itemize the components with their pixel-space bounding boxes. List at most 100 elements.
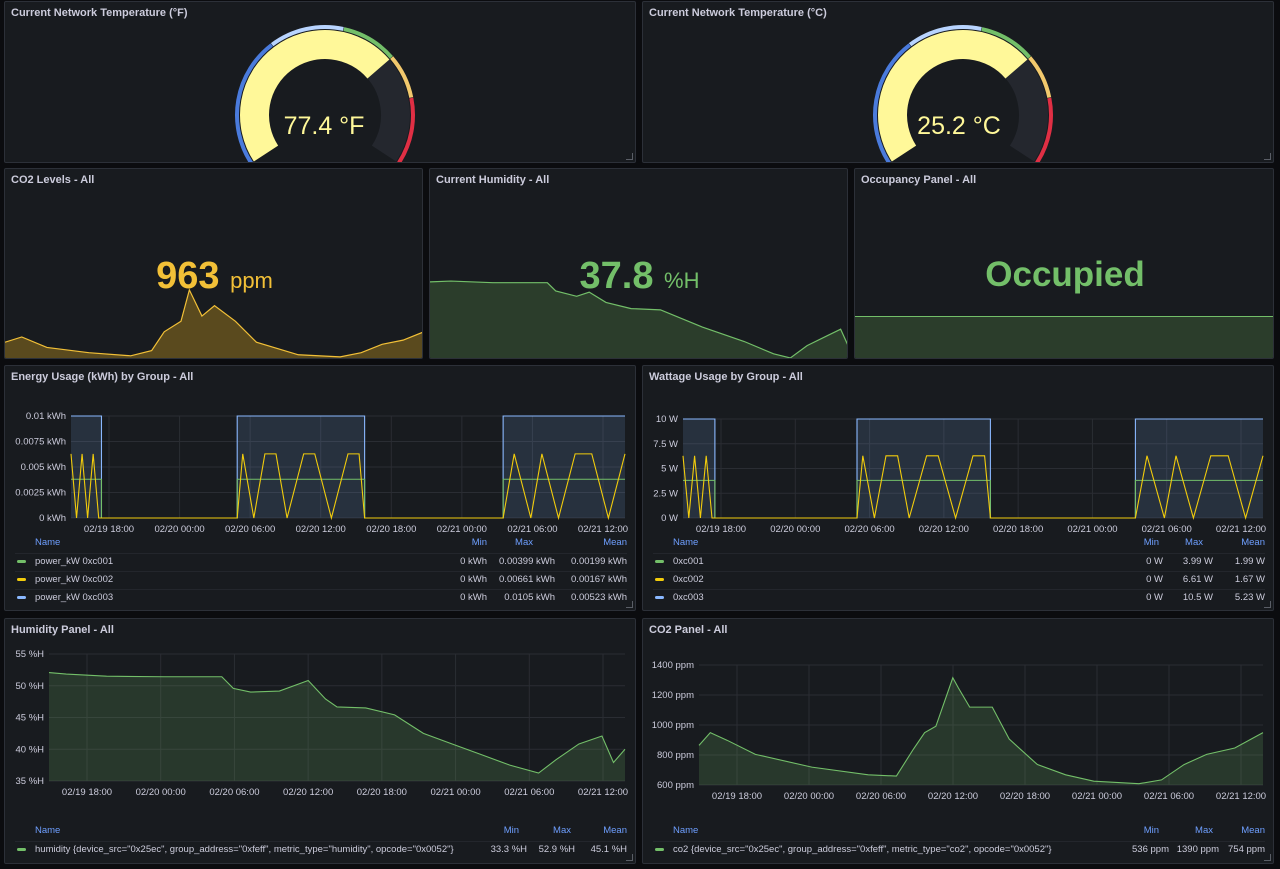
- legend-mean: 0.00167 kWh: [571, 574, 627, 585]
- legend-row[interactable]: 0xc003 0 W 10.5 W 5.23 W: [653, 589, 1265, 603]
- legend-row[interactable]: co2 {device_src="0x25ec", group_address=…: [653, 841, 1265, 855]
- legend-name: 0xc001: [673, 556, 704, 567]
- legend-min: 0 W: [1146, 592, 1163, 603]
- resize-handle[interactable]: [1264, 601, 1271, 608]
- co2-chart: 1400 ppm 1200 ppm 1000 ppm 800 ppm 600 ppm 02…: [652, 660, 1266, 802]
- legend-max: 10.5 W: [1182, 592, 1213, 603]
- legend-row[interactable]: power_kW 0xc001 0 kWh 0.00399 kWh 0.0019…: [15, 553, 627, 567]
- y-tick-label: 1400 ppm: [652, 660, 694, 671]
- gauge-threshold-band: [270, 25, 344, 47]
- series-line: [48, 671, 626, 774]
- legend-min: 0 kWh: [460, 574, 487, 585]
- x-tick-label: 02/20 12:00: [296, 524, 346, 535]
- x-tick-label: 02/19 18:00: [712, 791, 762, 802]
- energy-panel[interactable]: Energy Usage (kWh) by Group - All 0.01 k…: [4, 365, 636, 611]
- legend-row[interactable]: 0xc002 0 W 6.61 W 1.67 W: [653, 571, 1265, 585]
- co2-stat-panel[interactable]: CO2 Levels - All 963 ppm: [4, 168, 423, 359]
- x-tick-label: 02/20 06:00: [856, 791, 906, 802]
- legend-min: 0 W: [1146, 574, 1163, 585]
- series-line: [683, 418, 1263, 519]
- energy-chart: 0.01 kWh 0.0075 kWh 0.005 kWh 0.0025 kWh 0 k…: [15, 411, 628, 535]
- gauge-c: [873, 25, 1053, 162]
- legend-min: 33.3 %H: [490, 844, 527, 855]
- x-tick-label: 02/20 18:00: [357, 787, 407, 798]
- temp-f-panel[interactable]: Current Network Temperature (°F) 77.4 °F: [4, 1, 636, 163]
- gauge-threshold-band: [873, 43, 911, 162]
- y-tick-label: 45 %H: [15, 713, 44, 724]
- wattage-panel[interactable]: Wattage Usage by Group - All 10 W 7.5 W 5 …: [642, 365, 1274, 611]
- legend-mean: 1.67 W: [1234, 574, 1265, 585]
- legend-name: 0xc002: [673, 574, 704, 585]
- co2-panel[interactable]: CO2 Panel - All 1400 ppm 1200 ppm 1000 ppm…: [642, 618, 1274, 864]
- gauge-threshold-band: [981, 27, 1031, 59]
- panel-title: Current Network Temperature (°F): [11, 7, 188, 19]
- series-area: [71, 416, 625, 518]
- x-tick-label: 02/20 18:00: [993, 524, 1043, 535]
- humidity-stat-panel[interactable]: Current Humidity - All 37.8 %H: [429, 168, 848, 359]
- stat-unit: ppm: [230, 268, 273, 293]
- legend-header: Name Min Max Mean: [15, 537, 627, 551]
- gauge-threshold-band: [1028, 56, 1052, 98]
- x-tick-label: 02/20 00:00: [784, 791, 834, 802]
- y-tick-label: 5 W: [661, 464, 678, 475]
- legend-row[interactable]: power_kW 0xc002 0 kWh 0.00661 kWh 0.0016…: [15, 571, 627, 585]
- x-tick-label: 02/21 12:00: [1216, 791, 1266, 802]
- panel-title: CO2 Levels - All: [11, 174, 95, 186]
- legend-swatch: [17, 560, 26, 563]
- series-line: [682, 455, 1264, 521]
- resize-handle[interactable]: [1264, 854, 1271, 861]
- legend-row[interactable]: power_kW 0xc003 0 kWh 0.0105 kWh 0.00523…: [15, 589, 627, 603]
- y-tick-label: 0.0075 kWh: [15, 437, 66, 448]
- resize-handle[interactable]: [626, 854, 633, 861]
- y-tick-label: 10 W: [656, 414, 678, 425]
- x-tick-label: 02/19 18:00: [62, 787, 112, 798]
- resize-handle[interactable]: [626, 601, 633, 608]
- temp-c-panel[interactable]: Current Network Temperature (°C) 25.2 °C: [642, 1, 1274, 163]
- legend-max: 52.9 %H: [538, 844, 575, 855]
- gauge-threshold-band: [390, 56, 414, 98]
- legend-name: 0xc003: [673, 592, 704, 603]
- legend-header-name: Name: [673, 825, 699, 836]
- x-tick-label: 02/21 06:00: [507, 524, 557, 535]
- x-tick-label: 02/20 06:00: [209, 787, 259, 798]
- legend-min: 0 kWh: [460, 592, 487, 603]
- resize-handle[interactable]: [1264, 153, 1271, 160]
- legend-header-min: Min: [471, 537, 487, 548]
- sparkline-area: [430, 281, 847, 358]
- panel-title: Occupancy Panel - All: [861, 174, 977, 186]
- stat-value: 963 ppm: [5, 255, 422, 298]
- co2-legend: Name Min Max Mean co2 {device_src="0x25e…: [653, 825, 1265, 861]
- gauge-threshold-band: [343, 27, 393, 59]
- legend-header: Name Min Max Mean: [653, 825, 1265, 839]
- occupancy-panel[interactable]: Occupancy Panel - All Occupied: [854, 168, 1274, 359]
- x-tick-label: 02/20 18:00: [1000, 791, 1050, 802]
- panel-title: Energy Usage (kWh) by Group - All: [11, 371, 194, 383]
- legend-row[interactable]: humidity {device_src="0x25ec", group_add…: [15, 841, 627, 855]
- panel-title: Current Network Temperature (°C): [649, 7, 827, 19]
- wattage-legend: Name Min Max Mean 0xc001 0 W 3.99 W 1.99…: [653, 537, 1265, 607]
- legend-name: power_kW 0xc002: [35, 574, 114, 585]
- series-line: [71, 478, 625, 519]
- humidity-panel[interactable]: Humidity Panel - All 55 %H 50 %H 45 %H 40 %…: [4, 618, 636, 864]
- legend-swatch: [17, 848, 26, 851]
- legend-swatch: [655, 578, 664, 581]
- series-line: [698, 676, 1264, 785]
- x-tick-label: 02/21 00:00: [430, 787, 480, 798]
- x-tick-label: 02/21 12:00: [578, 524, 628, 535]
- stat-value: 37.8 %H: [430, 255, 847, 298]
- legend-mean: 0.00199 kWh: [571, 556, 627, 567]
- energy-legend: Name Min Max Mean power_kW 0xc001 0 kWh …: [15, 537, 627, 607]
- x-tick-label: 02/21 06:00: [504, 787, 554, 798]
- x-tick-label: 02/20 06:00: [844, 524, 894, 535]
- y-tick-label: 0.005 kWh: [21, 462, 66, 473]
- gauge-value: 77.4 °F: [283, 112, 365, 140]
- y-tick-label: 50 %H: [15, 681, 44, 692]
- legend-row[interactable]: 0xc001 0 W 3.99 W 1.99 W: [653, 553, 1265, 567]
- y-tick-label: 0.01 kWh: [26, 411, 66, 422]
- legend-mean: 754 ppm: [1228, 844, 1265, 855]
- gauge-value: 25.2 °C: [917, 112, 1001, 140]
- resize-handle[interactable]: [626, 153, 633, 160]
- legend-header-mean: Mean: [603, 825, 627, 836]
- x-tick-label: 02/20 00:00: [770, 524, 820, 535]
- y-tick-label: 7.5 W: [653, 439, 678, 450]
